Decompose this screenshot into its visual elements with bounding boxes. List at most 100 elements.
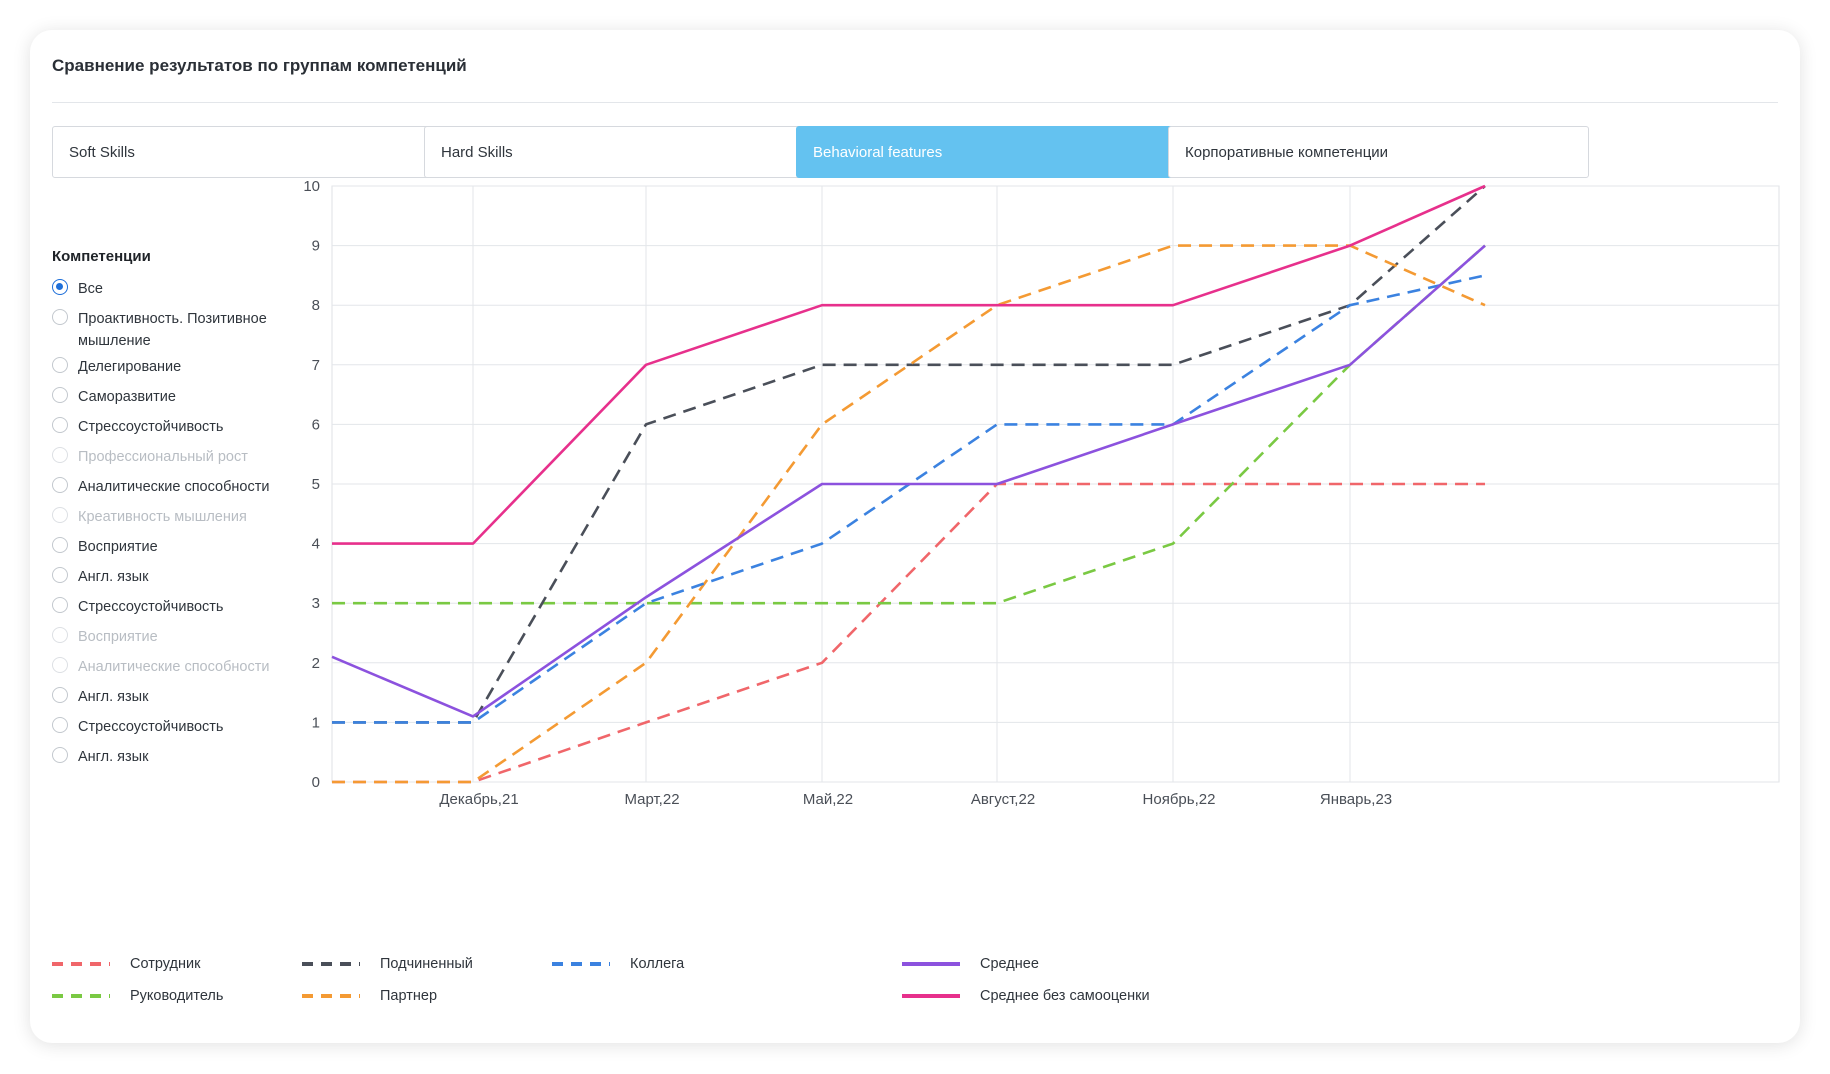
competency-radio[interactable]: Стрессоустойчивость (52, 596, 224, 618)
radio-label: Аналитические способности (78, 659, 270, 675)
series-line-1 (332, 244, 1486, 605)
radio-circle-icon (52, 357, 68, 373)
legend-label: Партнер (380, 988, 438, 1004)
radio-label: Делегирование (78, 359, 182, 375)
radio-label: Восприятие (78, 539, 158, 555)
y-tick-label: 5 (312, 476, 320, 493)
y-tick-label: 1 (312, 714, 320, 731)
y-tick-label: 6 (312, 416, 320, 433)
series-line-4 (332, 274, 1486, 724)
competency-radio[interactable]: Стрессоустойчивость (52, 716, 224, 738)
legend-swatch (52, 994, 110, 998)
legend-item-employee[interactable]: Сотрудник (52, 956, 200, 972)
radio-circle-icon (52, 567, 68, 583)
y-tick-label: 2 (312, 655, 320, 672)
competency-radio[interactable]: Проактивность. Позитивное мышление (52, 308, 302, 352)
radio-label: Проактивность. Позитивное мышление (78, 311, 267, 349)
competencies-heading: Компетенции (52, 248, 151, 265)
y-tick-label: 3 (312, 595, 320, 612)
radio-circle-icon (52, 507, 68, 523)
line-chart: 0 1 2 3 4 5 6 7 8 9 10 Декабрь,21 Март,22 Май,22 Авгус… (303, 178, 1780, 808)
y-tick-label: 0 (312, 774, 320, 791)
radio-label: Англ. язык (78, 689, 149, 705)
series-line-2 (332, 185, 1486, 724)
competency-radio[interactable]: Восприятие (52, 626, 158, 648)
legend-item-average-no-self[interactable]: Среднее без самооценки (902, 988, 1150, 1004)
radio-label: Англ. язык (78, 569, 149, 585)
legend-label: Среднее (980, 956, 1039, 972)
legend-swatch (302, 994, 360, 998)
chart-card: Сравнение результатов по группам компете… (30, 30, 1800, 1043)
y-tick-label: 7 (312, 357, 320, 374)
competency-radio[interactable]: Аналитические способности (52, 656, 269, 678)
competency-radio[interactable]: Англ. язык (52, 746, 148, 768)
radio-label: Креативность мышления (78, 509, 247, 525)
legend-label: Подчиненный (380, 956, 473, 972)
x-tick-label: Ноябрь,22 (1143, 791, 1216, 808)
x-tick-label: Январь,23 (1320, 791, 1392, 808)
radio-circle-icon (52, 627, 68, 643)
legend-item-average[interactable]: Среднее (902, 956, 1039, 972)
radio-label: Англ. язык (78, 749, 149, 765)
series-line-6 (332, 184, 1486, 545)
radio-circle-icon (52, 657, 68, 673)
radio-circle-icon (52, 747, 68, 763)
tab-corporate-competencies[interactable]: Корпоративные компетенции (1168, 126, 1589, 178)
legend-label: Коллега (630, 956, 685, 972)
chart-legend: Сотрудник Руководитель Подчиненный Партн… (52, 956, 1252, 1026)
radio-circle-icon (52, 687, 68, 703)
legend-swatch (52, 962, 110, 966)
radio-circle-icon (52, 717, 68, 733)
radio-circle-icon (52, 597, 68, 613)
radio-label: Все (78, 281, 103, 297)
radio-label: Аналитические способности (78, 479, 270, 495)
title-divider (52, 102, 1778, 103)
radio-circle-icon (52, 537, 68, 553)
series-line-5 (331, 244, 1486, 718)
radio-label: Стрессоустойчивость (78, 419, 224, 435)
radio-circle-icon (52, 447, 68, 463)
tab-behavioral-features[interactable]: Behavioral features (796, 126, 1217, 178)
y-tick-label: 4 (312, 536, 320, 553)
tab-hard-skills[interactable]: Hard Skills (424, 126, 845, 178)
radio-circle-icon (52, 309, 68, 325)
y-tick-label: 8 (312, 297, 320, 314)
y-tick-label: 9 (312, 238, 320, 255)
radio-circle-icon (52, 477, 68, 493)
x-tick-label: Август,22 (971, 791, 1035, 808)
competency-radio[interactable]: Профессиональный рост (52, 446, 248, 468)
competency-radio[interactable]: Восприятие (52, 536, 158, 558)
radio-label: Восприятие (78, 629, 158, 645)
legend-item-subordinate[interactable]: Подчиненный (302, 956, 473, 972)
radio-circle-icon (52, 387, 68, 403)
legend-swatch (302, 962, 360, 966)
competency-radio[interactable]: Стрессоустойчивость (52, 416, 224, 438)
card-title: Сравнение результатов по группам компете… (52, 56, 467, 75)
radio-label: Стрессоустойчивость (78, 719, 224, 735)
x-tick-label: Декабрь,21 (439, 791, 518, 808)
radio-circle-icon (52, 417, 68, 433)
legend-swatch (552, 962, 610, 966)
competency-radio[interactable]: Делегирование (52, 356, 181, 378)
radio-label: Профессиональный рост (78, 449, 248, 465)
competency-radio-all[interactable]: Все (52, 278, 103, 300)
legend-item-colleague[interactable]: Коллега (552, 956, 684, 972)
legend-swatch (902, 994, 960, 998)
radio-label: Стрессоустойчивость (78, 599, 224, 615)
competency-radio[interactable]: Англ. язык (52, 566, 148, 588)
tab-soft-skills[interactable]: Soft Skills (52, 126, 473, 178)
competency-radio[interactable]: Креативность мышления (52, 506, 247, 528)
legend-label: Среднее без самооценки (980, 988, 1150, 1004)
radio-label: Саморазвитие (78, 389, 176, 405)
radio-circle-icon (52, 279, 68, 295)
legend-item-manager[interactable]: Руководитель (52, 988, 223, 1004)
y-tick-label: 10 (303, 178, 320, 195)
legend-label: Сотрудник (130, 956, 201, 972)
x-tick-label: Май,22 (803, 791, 853, 808)
competency-radio[interactable]: Аналитические способности (52, 476, 269, 498)
competency-radio[interactable]: Саморазвитие (52, 386, 176, 408)
legend-item-partner[interactable]: Партнер (302, 988, 437, 1004)
competency-radio[interactable]: Англ. язык (52, 686, 148, 708)
legend-swatch (902, 962, 960, 966)
series-line-0 (332, 482, 1485, 784)
